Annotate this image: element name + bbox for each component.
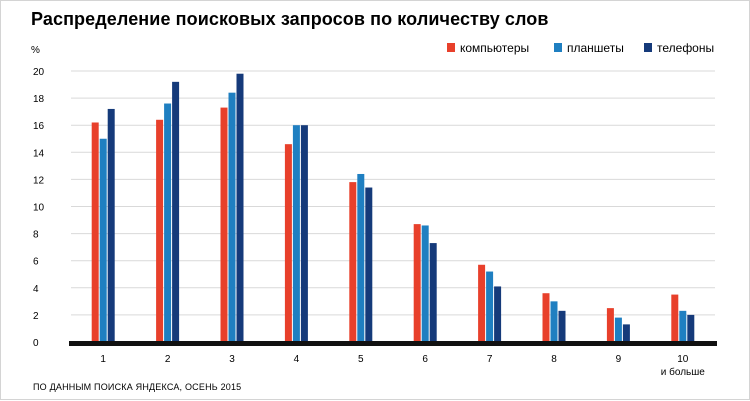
y-tick-label: 4 (33, 284, 39, 295)
x-tick-label: 3 (229, 354, 235, 365)
y-tick-label: 8 (33, 230, 39, 241)
bar-computers (349, 182, 357, 342)
legend-label: компьютеры (460, 41, 529, 55)
bar-computers (220, 107, 228, 343)
x-tick-label: 8 (551, 354, 557, 365)
legend-swatch (644, 43, 652, 52)
y-axis-label: % (31, 45, 40, 56)
x-tick-sublabel: и больше (661, 366, 706, 378)
y-tick-label: 12 (33, 175, 45, 186)
bar-computers (413, 224, 421, 342)
x-tick-label: 7 (487, 354, 493, 365)
bar-phones (300, 125, 308, 342)
bar-tablets (228, 92, 236, 343)
x-tick-label: 10 (677, 354, 689, 365)
bar-phones (622, 324, 630, 342)
legend-label: планшеты (567, 41, 624, 55)
bar-phones (107, 108, 115, 342)
bar-phones (429, 243, 437, 342)
bar-tablets (486, 271, 494, 342)
y-tick-label: 16 (33, 121, 45, 132)
bar-tablets (357, 173, 365, 342)
x-tick-label: 5 (358, 354, 364, 365)
bar-phones (494, 286, 502, 342)
bar-computers (284, 144, 292, 342)
y-tick-label: 14 (33, 148, 45, 159)
bar-tablets (679, 310, 687, 342)
x-tick-label: 1 (100, 354, 106, 365)
source-note: ПО ДАННЫМ ПОИСКА ЯНДЕКСА, ОСЕНЬ 2015 (33, 382, 242, 392)
bar-tablets (292, 125, 300, 342)
x-axis-line (69, 341, 717, 346)
y-tick-label: 0 (33, 338, 39, 349)
bar-phones (365, 187, 373, 342)
y-tick-label: 20 (33, 67, 45, 78)
legend-label: телефоны (657, 41, 714, 55)
bar-tablets (421, 225, 429, 342)
legend-swatch (447, 43, 455, 52)
bar-phones (687, 314, 695, 342)
bar-tablets (614, 317, 622, 342)
bar-tablets (99, 138, 107, 342)
bar-phones (558, 310, 566, 342)
chart-title: Распределение поисковых запросов по коли… (31, 9, 549, 29)
bar-computers (478, 264, 486, 342)
bar-tablets (550, 301, 558, 342)
y-tick-label: 18 (33, 94, 45, 105)
bar-computers (606, 308, 614, 342)
y-tick-label: 6 (33, 257, 39, 268)
bar-computers (91, 122, 99, 343)
bar-computers (156, 119, 164, 342)
x-tick-label: 6 (422, 354, 428, 365)
bar-tablets (164, 103, 172, 343)
y-tick-label: 10 (33, 203, 45, 214)
bar-computers (671, 294, 679, 342)
bar-phones (236, 73, 244, 343)
x-tick-label: 2 (165, 354, 171, 365)
bar-phones (172, 81, 180, 342)
x-tick-label: 9 (616, 354, 622, 365)
y-tick-label: 2 (33, 311, 39, 322)
bar-computers (542, 293, 550, 342)
legend-swatch (554, 43, 562, 52)
x-tick-label: 4 (294, 354, 300, 365)
